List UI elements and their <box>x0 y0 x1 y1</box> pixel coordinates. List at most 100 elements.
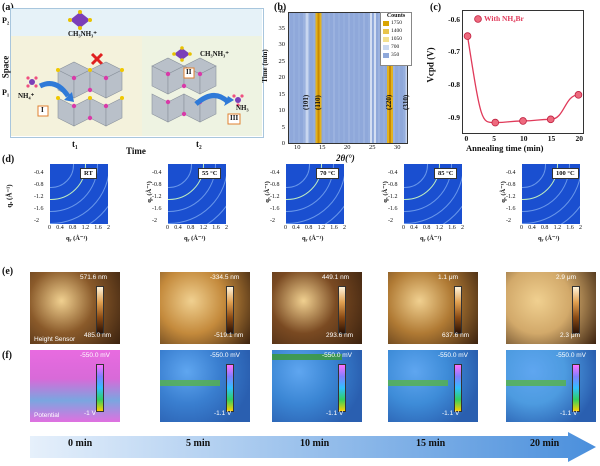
y-tick-label: -2 <box>152 218 157 224</box>
colorbar-max-label: -334.5 nm <box>210 274 240 281</box>
panel-e-sensor-label: Height Sensor <box>34 336 76 343</box>
diffraction-ring <box>50 164 108 224</box>
colorbar <box>454 364 462 412</box>
panel-d-ylabel: qₓ (Å⁻¹) <box>5 184 14 208</box>
legend-swatch <box>383 20 389 26</box>
temperature-label: 55 °C <box>198 168 222 179</box>
x-tick-label: 0 <box>166 225 169 231</box>
legend-marker <box>474 15 482 23</box>
heatmap-peak-band <box>405 12 408 144</box>
giwaxs-pattern <box>50 164 108 224</box>
panel-b-label: (b) <box>274 2 287 13</box>
peak-label: (310) <box>402 94 410 110</box>
legend-entry: 700 <box>381 43 411 51</box>
step-ii-box <box>183 67 195 79</box>
x-tick-label: 15 <box>547 134 556 143</box>
x-tick-label: 10 <box>520 134 528 143</box>
colorbar-min-label: 485.0 nm <box>84 332 112 339</box>
x-axis-label: qᵧ (Å⁻¹) <box>420 235 442 242</box>
kpfm-potential-map <box>272 350 362 422</box>
ion-nh4-label: NH₄⁺ <box>18 92 35 100</box>
x-tick-label: 0 <box>284 225 287 231</box>
y-tick-label: 40 <box>278 8 286 15</box>
colorbar <box>96 364 104 412</box>
panel-c-legend: With NH₄Br <box>484 14 524 23</box>
y-tick-label: -0.4 <box>506 170 516 176</box>
colorbar-min-label: -1.1 V <box>442 410 460 417</box>
colorbar <box>338 364 346 412</box>
panel-b-x-ticks: 10 15 20 25 30 <box>288 144 408 154</box>
colorbar-min-label: -1 V <box>84 410 96 417</box>
y-tick-label: -0.4 <box>270 170 280 176</box>
heatmap-background-stripe <box>348 12 350 144</box>
colorbar <box>338 286 346 334</box>
heatmap-background-stripe <box>353 12 355 144</box>
colorbar-min-label: -1.1 V <box>326 410 344 417</box>
heatmap-minor-band <box>374 12 376 144</box>
x-tick-label: 30 <box>394 144 401 151</box>
heatmap-background-stripe <box>378 12 380 144</box>
y-tick-label: -0.8 <box>448 80 460 90</box>
peak-label: (101) <box>302 94 310 110</box>
legend-swatch <box>383 36 389 42</box>
heatmap-minor-band <box>370 12 372 144</box>
panel-a-t2-label: t₂ <box>196 139 202 149</box>
x-tick-label: 0.8 <box>540 225 549 231</box>
heatmap-background-stripe <box>403 12 405 144</box>
blocked-cross-icon <box>90 52 104 66</box>
grain-boundary-band <box>506 380 566 386</box>
perovskite-lattice-right <box>151 57 217 123</box>
panel-c-y-ticks: -0.6 -0.7 -0.8 -0.9 <box>436 10 462 134</box>
x-tick-label: 1.2 <box>435 225 444 231</box>
panel-c-x-ticks: 0 5 10 15 20 <box>462 134 584 144</box>
heatmap-background-stripe <box>313 12 315 144</box>
data-point <box>491 118 500 127</box>
x-tick-label: 1.6 <box>212 225 220 231</box>
heatmap-background-stripe <box>328 12 330 144</box>
x-tick-label: 0 <box>464 134 469 143</box>
grain-boundary-band <box>160 380 220 386</box>
legend-value: 350 <box>391 52 400 58</box>
y-tick-label: -2 <box>388 218 393 224</box>
perovskite-lattice-left <box>57 61 123 127</box>
temperature-label: 100 °C <box>552 168 579 179</box>
heatmap-background-stripe <box>298 12 300 144</box>
y-tick-label: -2 <box>506 218 511 224</box>
panel-b-legend-title: Counts <box>386 13 406 19</box>
y-tick-label: -1.2 <box>152 194 162 200</box>
colorbar-max-label: 449.1 nm <box>322 274 350 281</box>
step-i-label: I <box>41 106 44 114</box>
data-point <box>546 115 555 124</box>
legend-entry: 1750 <box>381 19 411 27</box>
heatmap-frame <box>288 12 408 144</box>
x-tick-label: 2 <box>342 225 346 231</box>
x-tick-label: 2 <box>460 225 464 231</box>
colorbar-min-label: 2.3 μm <box>560 332 581 339</box>
legend-value: 700 <box>391 44 400 50</box>
y-tick-label: -1.6 <box>34 206 44 212</box>
x-tick-label: 0.4 <box>410 225 418 231</box>
panel-f-potential-label: Potential <box>34 412 60 419</box>
y-tick-label: 20 <box>278 74 286 81</box>
y-tick-label: -1.6 <box>270 206 280 212</box>
step-ii-label: II <box>186 68 192 76</box>
timeline-label: 15 min <box>416 438 446 449</box>
timeline-label: 5 min <box>186 438 211 449</box>
ion-top-label: CH₃NH₃⁺ <box>68 30 97 38</box>
heatmap-background-stripe <box>303 12 305 144</box>
x-tick-label: 1.2 <box>199 225 208 231</box>
panel-e-label: (e) <box>2 266 14 277</box>
panel-b-ylabel: Time (min) <box>260 49 269 83</box>
y-tick-label: -0.4 <box>388 170 398 176</box>
panel-c-xlabel: Annealing time (min) <box>466 143 544 153</box>
y-tick-label: -0.8 <box>506 182 516 188</box>
y-tick-label: 25 <box>278 57 286 65</box>
ammonia-molecule-icon <box>232 94 244 107</box>
heatmap-background-stripe <box>358 12 360 144</box>
panel-a-p2-strip <box>10 8 262 36</box>
colorbar-max-label: 1.1 μm <box>438 274 459 281</box>
y-tick-label: 15 <box>278 90 286 98</box>
y-tick-label: -1.2 <box>34 194 44 200</box>
escape-arrow-right <box>194 93 230 106</box>
colorbar-max-label: 571.6 nm <box>80 274 108 281</box>
